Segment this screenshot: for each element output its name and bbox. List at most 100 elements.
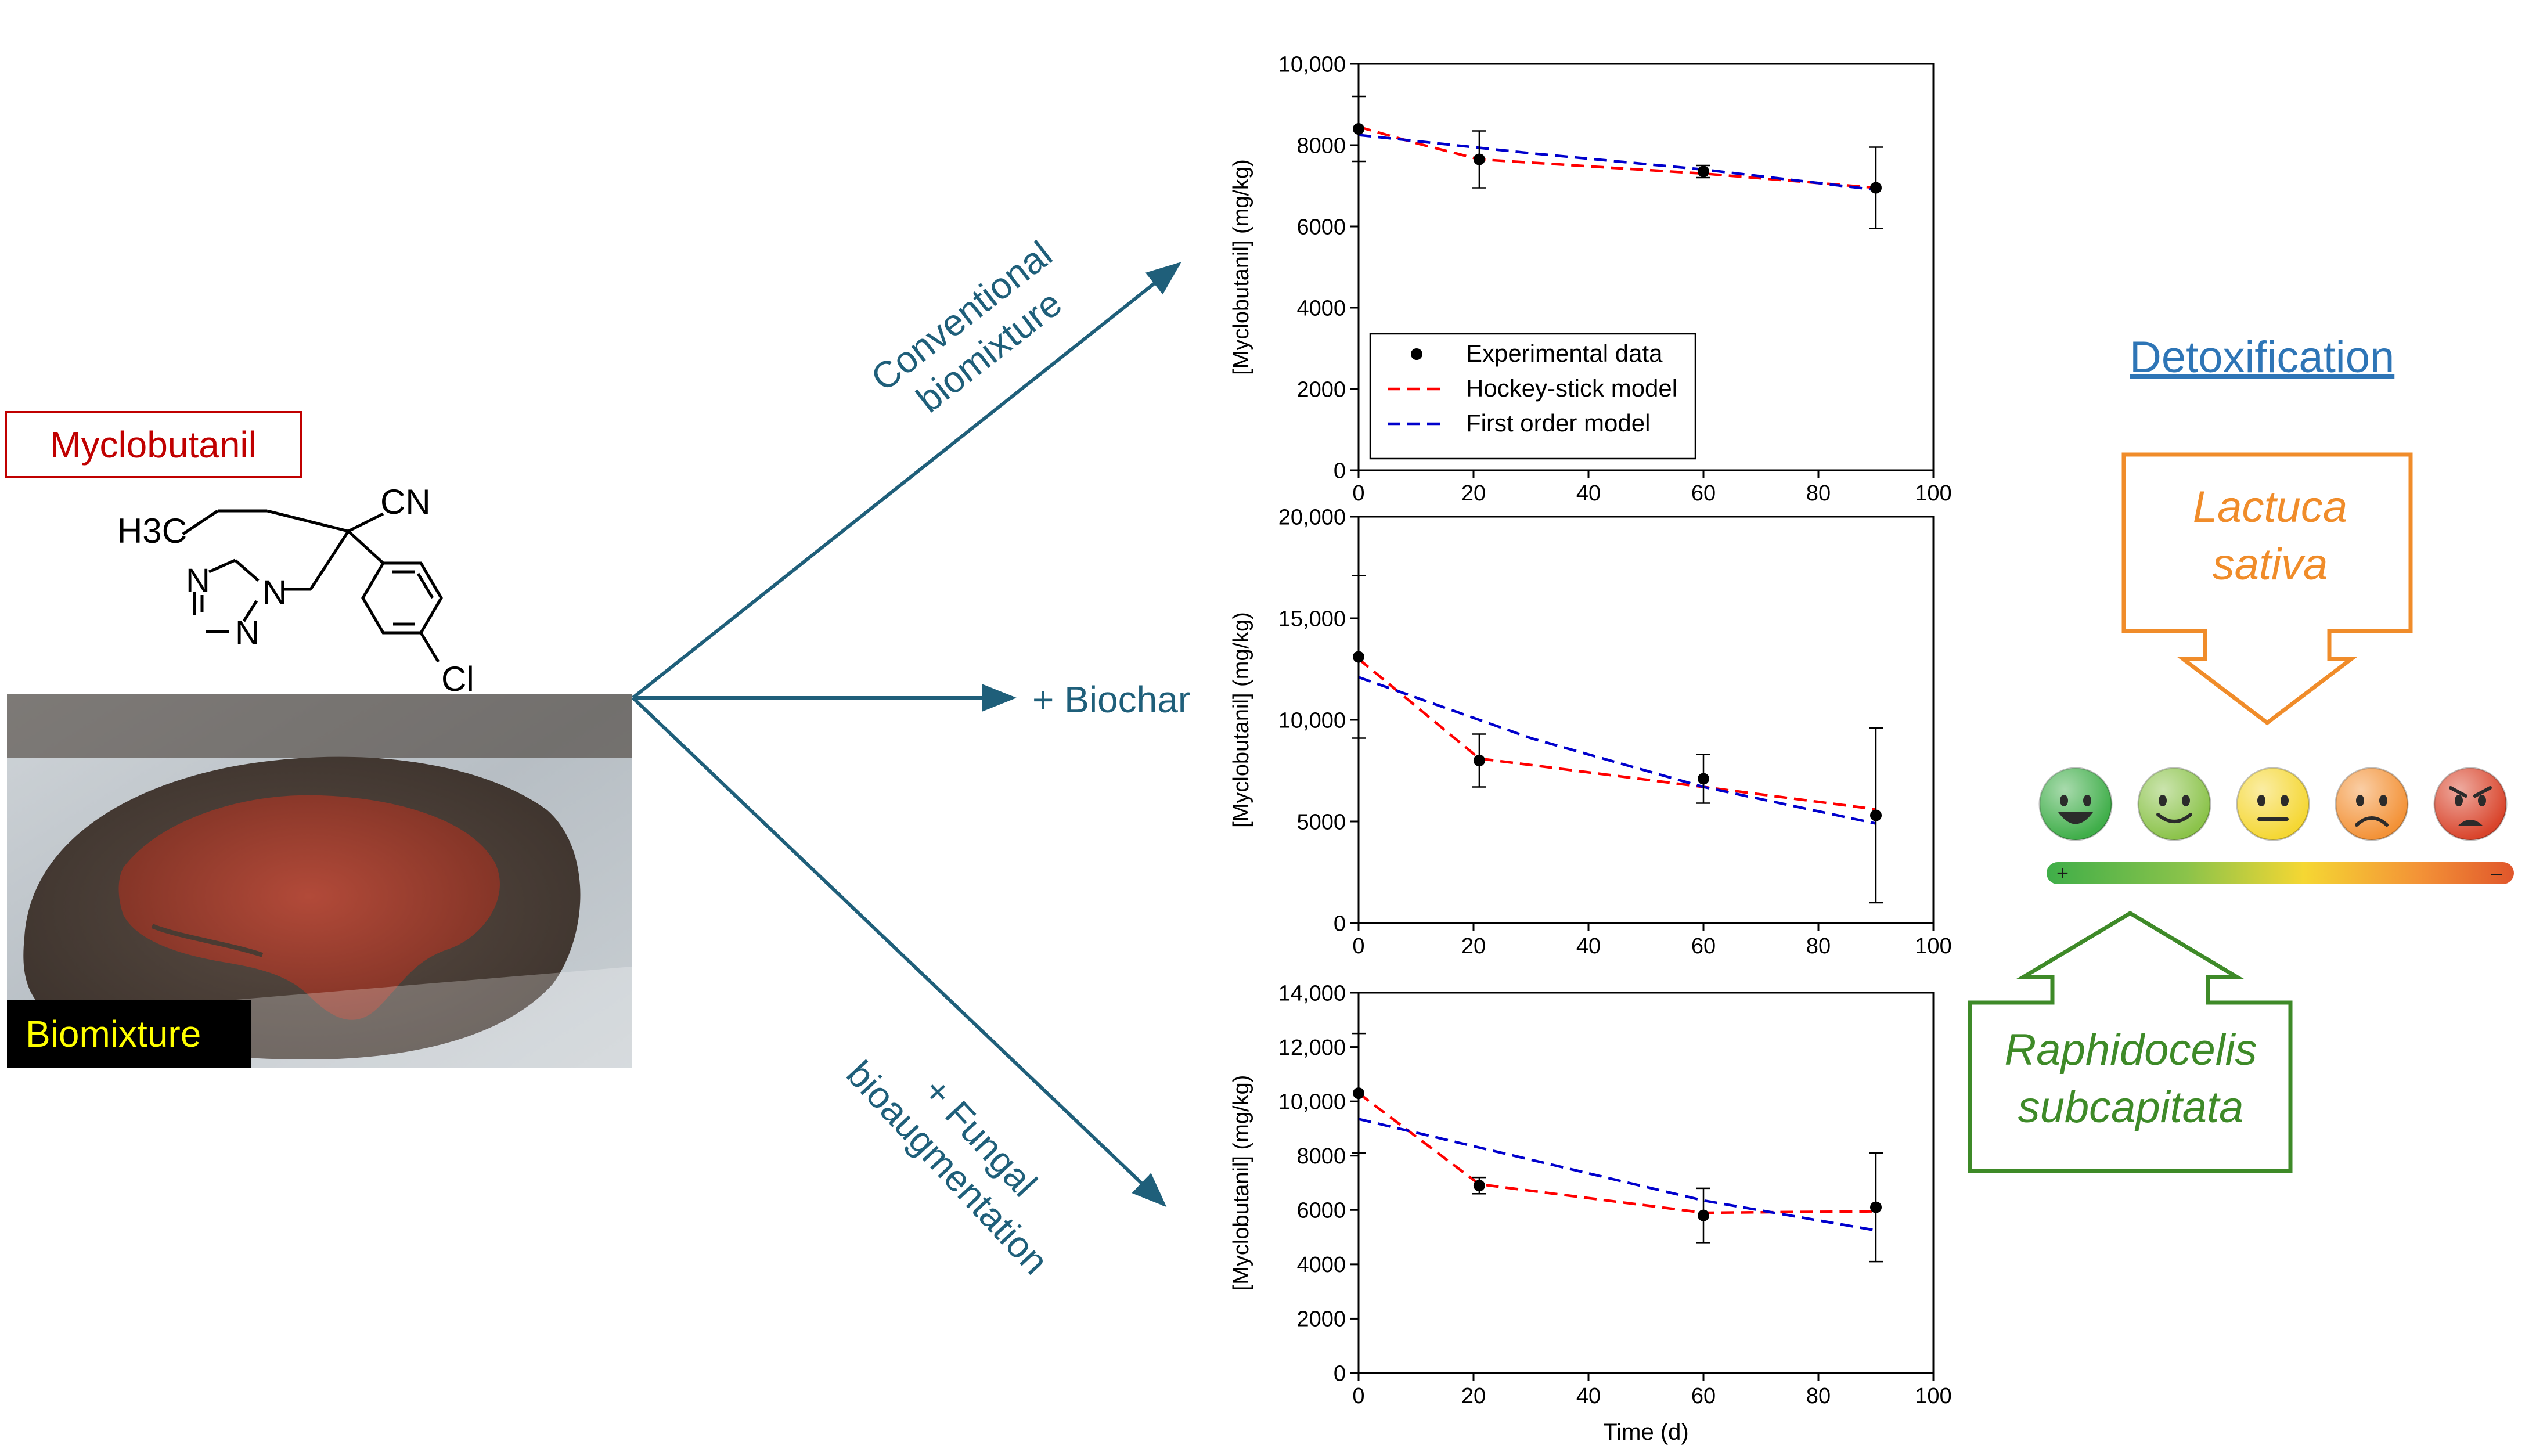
x-tick-label: 80 (1806, 1384, 1831, 1408)
y-tick-label: 10,000 (1278, 1090, 1346, 1114)
y-axis-label: [Myclobutanil] (mg/kg) (1229, 159, 1253, 375)
y-tick-label: 8000 (1296, 134, 1346, 158)
y-tick-label: 4000 (1296, 1253, 1346, 1277)
neutral-face-icon (2236, 767, 2310, 841)
atom-cn: CN (380, 482, 431, 521)
toxicity-scale-bar (2047, 862, 2514, 884)
data-point (1353, 1087, 1364, 1100)
x-tick-label: 20 (1461, 1384, 1486, 1408)
biomixture-photo (7, 694, 632, 1068)
y-tick-label: 15,000 (1278, 607, 1346, 631)
legend-label: First order model (1466, 409, 1650, 437)
arrow-conventional (632, 262, 1181, 700)
y-tick-label: 8000 (1296, 1144, 1346, 1169)
atom-n1: N (262, 574, 287, 611)
lactuca-line1: Lactuca (2192, 482, 2348, 532)
x-tick-label: 60 (1691, 934, 1716, 958)
raphidocelis-line2: subcapitata (2018, 1082, 2244, 1132)
hockey-stick-line (1357, 1092, 1876, 1214)
y-tick-label: 10,000 (1278, 708, 1346, 733)
biomixture-caption-box: Biomixture (7, 1000, 251, 1068)
data-point (1353, 651, 1364, 663)
plot-frame (1357, 992, 1935, 1374)
data-point (1473, 1180, 1485, 1192)
data-point (1870, 182, 1882, 194)
y-axis-label: [Myclobutanil] (mg/kg) (1229, 1075, 1253, 1291)
data-point (1698, 1209, 1709, 1221)
lactuca-label: Lactuca sativa (2125, 479, 2415, 594)
x-tick-label: 60 (1691, 481, 1716, 506)
lactuca-line2: sativa (2212, 539, 2328, 589)
y-tick-label: 0 (1334, 911, 1346, 936)
x-tick-label: 60 (1691, 1384, 1716, 1408)
x-tick-label: 20 (1461, 481, 1486, 506)
data-point (1870, 1201, 1882, 1213)
chart-fungal: 0 20 40 60 80 100 0 2000 4000 6000 8000 10,000 12,00… (1229, 981, 1952, 1445)
raphidocelis-callout (1968, 910, 2293, 1173)
y-tick-label: 0 (1334, 459, 1346, 483)
first-order-line (1358, 676, 1876, 825)
smiling-face-icon (2137, 767, 2211, 841)
x-tick-label: 0 (1352, 1384, 1364, 1408)
y-axis-label: [Myclobutanil] (mg/kg) (1229, 612, 1253, 828)
data-point (1698, 773, 1709, 785)
legend-marker-experimental (1411, 348, 1422, 360)
first-order-line (1358, 1118, 1876, 1232)
atom-n2: N (186, 562, 210, 600)
x-tick-label: 100 (1915, 1384, 1951, 1408)
detox-title: Detoxification (2130, 333, 2395, 382)
y-tick-label: 0 (1334, 1361, 1346, 1386)
toxicity-faces: + – (2038, 767, 2514, 885)
scale-minus: – (2491, 861, 2502, 885)
y-tick-label: 6000 (1296, 1199, 1346, 1223)
legend-label: Experimental data (1466, 340, 1663, 367)
x-tick-label: 100 (1915, 481, 1951, 506)
x-tick-label: 80 (1806, 481, 1831, 506)
data-point (1353, 123, 1364, 135)
atom-ch3: H3C (117, 511, 187, 550)
raphidocelis-line1: Raphidocelis (2004, 1025, 2257, 1075)
x-tick-label: 40 (1576, 481, 1601, 506)
y-tick-label: 6000 (1296, 215, 1346, 239)
label-biochar: + Biochar (1032, 679, 1191, 720)
data-point (1473, 153, 1485, 165)
x-tick-label: 0 (1352, 934, 1364, 958)
arrow-fungal (631, 696, 1167, 1208)
plot-frame (1357, 516, 1935, 924)
data-point (1698, 165, 1709, 178)
x-tick-label: 80 (1806, 934, 1831, 958)
chart-biochar: 0 20 40 60 80 100 0 5000 10,000 15,000 20,000 [Mycl… (1229, 505, 1952, 958)
atom-n3: N (235, 614, 260, 652)
x-tick-label: 0 (1352, 481, 1364, 506)
lactuca-callout (2121, 452, 2413, 726)
y-tick-label: 14,000 (1278, 981, 1346, 1005)
y-tick-label: 12,000 (1278, 1036, 1346, 1060)
angry-face-icon (2433, 767, 2508, 841)
y-tick-label: 20,000 (1278, 505, 1346, 529)
x-axis-label: Time (d) (1603, 1419, 1688, 1445)
legend-label: Hockey-stick model (1466, 374, 1677, 402)
x-tick-label: 40 (1576, 934, 1601, 958)
x-tick-label: 20 (1461, 934, 1486, 958)
frowning-face-icon (2335, 767, 2409, 841)
compound-name: Myclobutanil (50, 424, 257, 466)
y-tick-label: 4000 (1296, 296, 1346, 320)
raphidocelis-label: Raphidocelis subcapitata (1971, 1022, 2290, 1137)
grinning-face-icon (2038, 767, 2113, 841)
x-tick-label: 100 (1915, 934, 1951, 958)
myclobutanil-structure: H3C CN N N N Cl (117, 482, 474, 698)
first-order-line (1358, 134, 1876, 192)
data-point (1870, 809, 1882, 821)
chart-conventional: 0 20 40 60 80 100 0 2000 4000 6000 8000 10,000 [Mycl… (1229, 52, 1952, 506)
y-tick-label: 5000 (1296, 810, 1346, 834)
compound-name-box: Myclobutanil (5, 411, 302, 478)
legend-box (1369, 333, 1696, 460)
biomixture-caption: Biomixture (26, 1013, 201, 1055)
y-tick-label: 2000 (1296, 1307, 1346, 1332)
y-tick-label: 2000 (1296, 377, 1346, 402)
scale-plus: + (2056, 861, 2069, 885)
atom-cl: Cl (441, 659, 474, 698)
data-point (1473, 755, 1485, 766)
